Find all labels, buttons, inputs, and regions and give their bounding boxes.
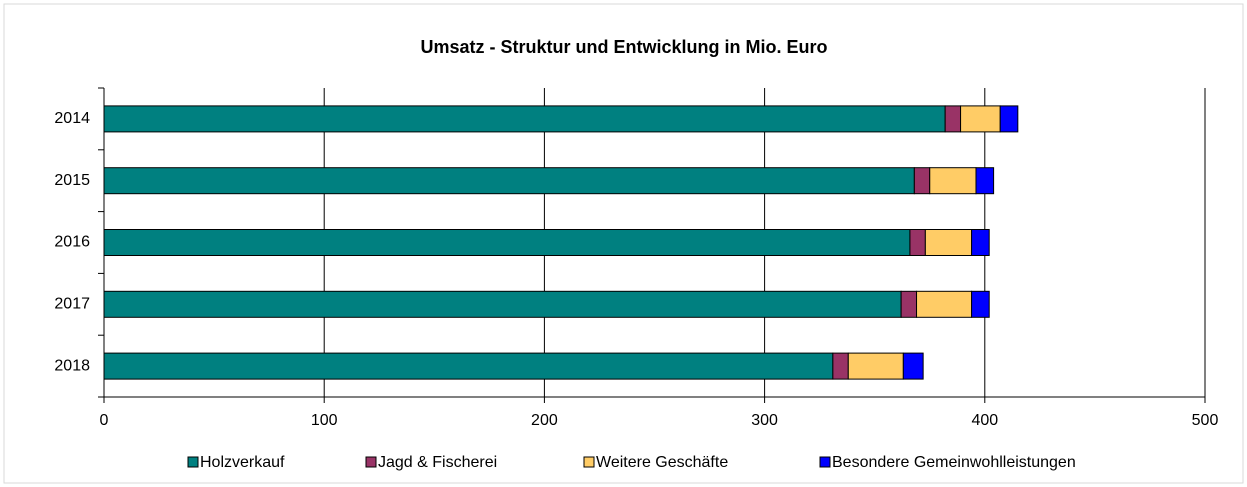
bar-segment	[960, 105, 1001, 133]
bar-segment	[913, 167, 931, 195]
x-tick-label: 100	[311, 412, 338, 429]
x-tick-label: 200	[531, 412, 558, 429]
legend-label: Besondere Gemeinwohlleistungen	[832, 454, 1076, 471]
bar-segment	[103, 290, 902, 318]
chart-title: Umsatz - Struktur und Entwicklung in Mio…	[420, 37, 827, 57]
x-tick-label: 300	[751, 412, 778, 429]
legend-label: Jagd & Fischerei	[378, 454, 497, 471]
bar-segment	[900, 290, 918, 318]
legend-swatch	[365, 456, 377, 468]
x-tick-label: 0	[100, 412, 109, 429]
bar-segment	[975, 167, 995, 195]
legend-swatch	[819, 456, 831, 468]
bar-segment	[971, 290, 990, 318]
bar-segment	[929, 167, 977, 195]
bar-segment	[902, 352, 924, 380]
y-tick-label: 2016	[54, 234, 90, 251]
legend-label: Holzverkauf	[200, 454, 285, 471]
y-tick-label: 2015	[54, 172, 90, 189]
bar-segment	[909, 229, 926, 256]
bar-segment	[103, 167, 915, 195]
y-tick-label: 2018	[54, 357, 90, 374]
legend-label: Weitere Geschäfte	[596, 454, 728, 471]
bar-segment	[971, 229, 990, 256]
bar-segment	[916, 290, 973, 318]
y-tick-label: 2014	[54, 110, 90, 127]
x-tick-label: 400	[971, 412, 998, 429]
bar-segment	[924, 229, 973, 256]
bar-segment	[103, 352, 834, 380]
x-tick-label: 500	[1192, 412, 1219, 429]
bar-segment	[944, 105, 962, 133]
y-tick-label: 2017	[54, 296, 90, 313]
bar-segment	[999, 105, 1019, 133]
legend-swatch	[187, 456, 199, 468]
bar-segment	[847, 352, 904, 380]
bar-segment	[832, 352, 849, 380]
bar-segment	[103, 229, 911, 256]
legend-swatch	[583, 456, 595, 468]
bar-segment	[103, 105, 946, 133]
